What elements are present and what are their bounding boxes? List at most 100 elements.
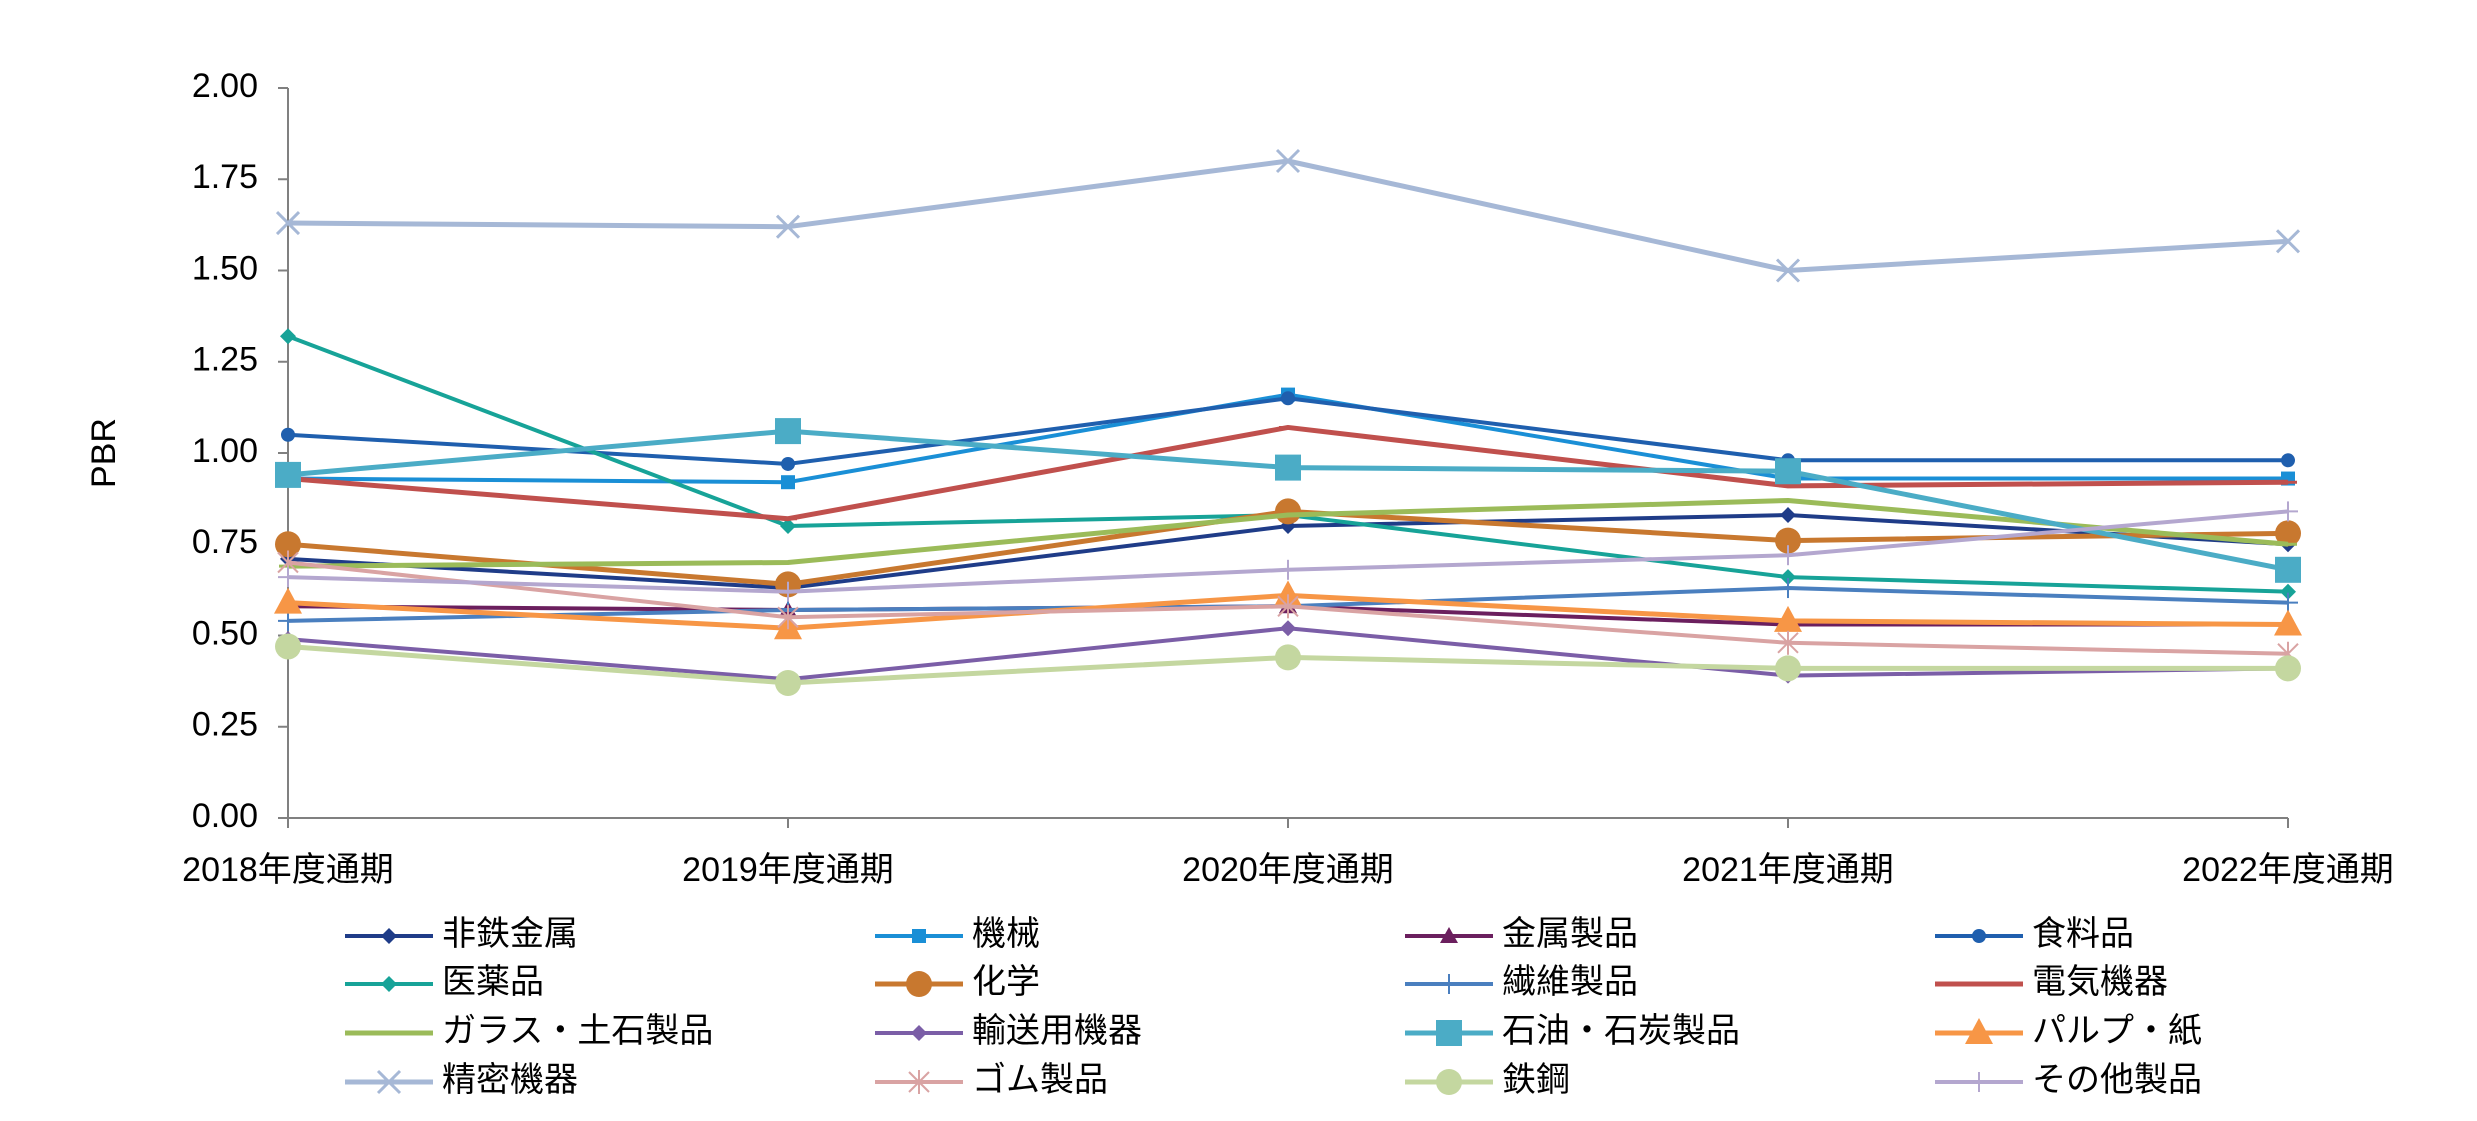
y-tick-label: 0.00 bbox=[192, 797, 258, 835]
legend-item: 精密機器 bbox=[345, 1061, 578, 1099]
y-tick-label: 1.75 bbox=[192, 158, 258, 196]
x-tick-label: 2022年度通期 bbox=[2182, 851, 2394, 889]
legend-label: 輸送用機器 bbox=[972, 1012, 1142, 1050]
series-line bbox=[287, 396, 2288, 466]
data-point bbox=[2275, 556, 2301, 583]
series-12 bbox=[275, 148, 2301, 283]
data-point bbox=[780, 518, 796, 534]
legend-label: 繊維製品 bbox=[1502, 963, 1638, 1001]
y-tick-label: 1.50 bbox=[192, 249, 258, 287]
data-point bbox=[2281, 453, 2295, 468]
data-point bbox=[775, 418, 801, 445]
data-point bbox=[274, 587, 302, 614]
legend-label: 精密機器 bbox=[442, 1061, 578, 1099]
legend-marker bbox=[912, 929, 926, 943]
legend-label: 鉄鋼 bbox=[1502, 1061, 1570, 1099]
data-point bbox=[1778, 578, 1798, 599]
x-tick-label: 2020年度通期 bbox=[1182, 851, 1394, 889]
data-point bbox=[1778, 545, 1798, 566]
data-point bbox=[777, 605, 799, 630]
legend-label: 金属製品 bbox=[1502, 915, 1638, 953]
legend-label: その他製品 bbox=[2032, 1061, 2202, 1099]
legend-item: 石油・石炭製品 bbox=[1405, 1012, 1740, 1050]
x-ticks: 2018年度通期 2019年度通期 2020年度通期 2021年度通期 2022年度通期 bbox=[182, 818, 2394, 889]
y-axis: 0.00 0.25 0.50 0.75 1.00 1.25 1.50 1.75 2.00 bbox=[192, 67, 289, 835]
data-point bbox=[2278, 501, 2298, 522]
legend-item: 機械 bbox=[875, 915, 1040, 953]
legend-label: 非鉄金属 bbox=[442, 915, 578, 953]
legend-item: 化学 bbox=[875, 963, 1040, 1001]
data-point bbox=[281, 427, 295, 442]
series-7 bbox=[279, 424, 2297, 522]
legend-label: 石油・石炭製品 bbox=[1502, 1012, 1740, 1050]
y-tick-label: 0.75 bbox=[192, 523, 258, 561]
data-point bbox=[2275, 655, 2301, 682]
data-point bbox=[2278, 592, 2298, 613]
legend-marker bbox=[381, 928, 397, 944]
legend-item: 繊維製品 bbox=[1405, 963, 1638, 1001]
data-point bbox=[775, 669, 801, 696]
legend-item: 金属製品 bbox=[1405, 915, 1638, 953]
series-14 bbox=[275, 633, 2301, 696]
legend-item: 食料品 bbox=[1935, 915, 2134, 953]
legend-item: 医薬品 bbox=[345, 963, 544, 1001]
legend-item: ゴム製品 bbox=[875, 1061, 1108, 1099]
legend-marker bbox=[911, 1025, 927, 1041]
legend-item: ガラス・土石製品 bbox=[345, 1012, 713, 1050]
data-point bbox=[2280, 583, 2296, 600]
legend-marker bbox=[1436, 1020, 1462, 1046]
legend-label: ガラス・土石製品 bbox=[442, 1012, 713, 1050]
legend-item: 鉄鋼 bbox=[1405, 1061, 1570, 1099]
legend-item: 輸送用機器 bbox=[875, 1012, 1142, 1050]
data-point bbox=[1275, 644, 1301, 671]
data-point bbox=[781, 456, 795, 471]
data-point bbox=[275, 461, 301, 488]
legend-label: ゴム製品 bbox=[972, 1061, 1108, 1099]
data-point bbox=[275, 531, 301, 558]
legend-label: 食料品 bbox=[2032, 915, 2134, 953]
series-line bbox=[287, 158, 2289, 273]
legend-label: パルプ・紙 bbox=[2032, 1012, 2202, 1050]
y-axis-title: PBR bbox=[85, 418, 123, 488]
x-tick-label: 2019年度通期 bbox=[682, 851, 894, 889]
legend-label: 医薬品 bbox=[442, 963, 544, 1001]
legend-marker bbox=[1972, 929, 1986, 943]
legend-item: パルプ・紙 bbox=[1935, 1012, 2202, 1050]
data-point bbox=[1780, 569, 1796, 586]
x-tick-label: 2018年度通期 bbox=[182, 851, 394, 889]
legend-label: 電気機器 bbox=[2032, 963, 2168, 1001]
y-tick-label: 2.00 bbox=[192, 67, 258, 105]
legend-marker bbox=[908, 1070, 930, 1094]
data-point bbox=[1277, 594, 1299, 619]
legend-marker bbox=[376, 1069, 402, 1095]
data-point bbox=[1777, 630, 1799, 655]
data-point bbox=[2275, 229, 2301, 254]
y-ticks: 0.00 0.25 0.50 0.75 1.00 1.25 1.50 1.75 2.00 bbox=[192, 67, 288, 835]
y-tick-label: 0.25 bbox=[192, 706, 258, 744]
data-point bbox=[1275, 148, 1301, 174]
y-tick-label: 1.00 bbox=[192, 432, 258, 470]
data-point bbox=[1275, 498, 1301, 525]
legend-item: その他製品 bbox=[1935, 1061, 2202, 1099]
data-point bbox=[280, 328, 296, 345]
data-point bbox=[278, 610, 298, 631]
series-8 bbox=[279, 497, 2297, 569]
x-axis: 2018年度通期 2019年度通期 2020年度通期 2021年度通期 2022年度通期 bbox=[182, 817, 2394, 889]
data-point bbox=[781, 475, 795, 490]
data-point bbox=[1280, 620, 1296, 637]
legend-item: 非鉄金属 bbox=[345, 915, 578, 953]
data-point bbox=[2275, 520, 2301, 547]
data-point bbox=[1278, 559, 1298, 580]
data-point bbox=[1775, 258, 1801, 283]
legend-item: 電気機器 bbox=[1935, 963, 2168, 1001]
data-point bbox=[1281, 391, 1295, 406]
legend-marker bbox=[1969, 1072, 1989, 1092]
data-point bbox=[775, 214, 801, 239]
data-point bbox=[1775, 527, 1801, 554]
legend-marker bbox=[1436, 1069, 1462, 1095]
series-layer bbox=[274, 148, 2302, 696]
legend-marker bbox=[906, 971, 932, 997]
y-tick-label: 1.25 bbox=[192, 341, 258, 379]
